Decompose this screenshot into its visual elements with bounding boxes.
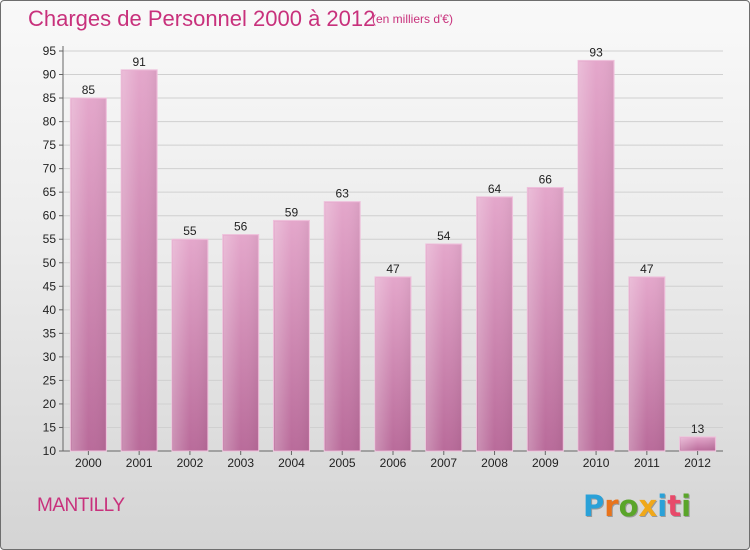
bar-sheen bbox=[71, 99, 106, 450]
bar-sheen bbox=[376, 277, 410, 450]
town-name: MANTILLY bbox=[37, 495, 125, 516]
logo-letter: i bbox=[681, 489, 692, 523]
y-tick-label: 65 bbox=[43, 185, 57, 199]
y-tick-label: 25 bbox=[43, 373, 57, 387]
y-tick-label: 95 bbox=[43, 44, 57, 58]
bar-sheen bbox=[680, 437, 715, 450]
data-label: 93 bbox=[589, 45, 603, 59]
chart-title: Charges de Personnel 2000 à 2012 bbox=[28, 6, 376, 31]
bar-group bbox=[526, 186, 564, 452]
data-label: 66 bbox=[539, 172, 553, 186]
data-label: 47 bbox=[640, 262, 654, 276]
y-tick-label: 30 bbox=[43, 350, 57, 364]
bar-sheen bbox=[122, 70, 157, 450]
bar-sheen bbox=[172, 240, 207, 450]
bar-group bbox=[425, 243, 463, 452]
y-tick-label: 80 bbox=[43, 115, 57, 129]
logo-letter: r bbox=[604, 489, 619, 523]
bar-sheen bbox=[629, 277, 664, 450]
data-label: 13 bbox=[691, 422, 705, 436]
logo-letter: t bbox=[667, 489, 682, 523]
bar-group bbox=[476, 196, 514, 452]
y-tick-label: 50 bbox=[43, 256, 57, 270]
bar-group bbox=[120, 69, 158, 452]
x-tick-label: 2012 bbox=[684, 456, 711, 470]
bar-sheen bbox=[274, 221, 309, 450]
y-tick-label: 45 bbox=[43, 279, 57, 293]
y-tick-label: 90 bbox=[43, 68, 57, 82]
bar-sheen bbox=[325, 202, 360, 450]
bar-group bbox=[323, 201, 361, 452]
x-tick-label: 2008 bbox=[481, 456, 508, 470]
data-label: 47 bbox=[386, 262, 400, 276]
bar-group bbox=[374, 276, 412, 452]
bar-sheen bbox=[477, 197, 512, 450]
y-tick-label: 75 bbox=[43, 138, 57, 152]
bar-group bbox=[577, 59, 615, 452]
logo-letter: i bbox=[657, 489, 668, 523]
x-tick-label: 2007 bbox=[430, 456, 457, 470]
x-axis-labels: 2000 2001 2002 2003 2004 2005 2006 2007 2008 2009… bbox=[75, 451, 711, 470]
bar-group bbox=[628, 276, 666, 452]
data-label: 64 bbox=[488, 182, 502, 196]
y-tick-label: 15 bbox=[43, 420, 57, 434]
y-tick-label: 85 bbox=[43, 91, 57, 105]
chart-subtitle: (en milliers d'€) bbox=[372, 12, 453, 26]
y-tick-label: 60 bbox=[43, 209, 57, 223]
data-label: 63 bbox=[336, 187, 350, 201]
x-tick-label: 2000 bbox=[75, 456, 102, 470]
x-tick-label: 2009 bbox=[532, 456, 559, 470]
bar-group bbox=[69, 97, 107, 452]
bar-group bbox=[679, 436, 717, 452]
x-tick-label: 2005 bbox=[329, 456, 356, 470]
logo-letter: o bbox=[618, 489, 639, 523]
bar-sheen bbox=[528, 188, 563, 450]
data-label: 56 bbox=[234, 220, 248, 234]
logo-letter: x bbox=[638, 489, 658, 523]
x-tick-label: 2010 bbox=[583, 456, 610, 470]
bar-sheen bbox=[223, 235, 258, 450]
x-tick-label: 2011 bbox=[634, 456, 660, 470]
proxiti-logo: Proxiti bbox=[583, 489, 691, 523]
y-tick-label: 40 bbox=[43, 303, 57, 317]
data-label: 59 bbox=[285, 205, 299, 219]
data-label: 91 bbox=[132, 55, 146, 69]
x-tick-label: 2006 bbox=[380, 456, 407, 470]
y-tick-label: 70 bbox=[43, 162, 57, 176]
y-tick-label: 20 bbox=[43, 397, 57, 411]
data-label: 85 bbox=[82, 83, 96, 97]
bar-group bbox=[222, 234, 260, 452]
bar-group bbox=[171, 238, 209, 452]
bars: 85 91 55 56 59 63 47 54 64 66 93 47 13 bbox=[69, 45, 717, 452]
y-tick-label: 10 bbox=[43, 444, 57, 458]
data-label: 55 bbox=[183, 224, 197, 238]
bar-sheen bbox=[426, 244, 461, 450]
logo-letter: P bbox=[583, 489, 605, 523]
bar-sheen bbox=[579, 61, 614, 450]
bar-group bbox=[272, 219, 310, 452]
y-tick-label: 35 bbox=[43, 326, 57, 340]
x-tick-label: 2001 bbox=[126, 456, 153, 470]
data-label: 54 bbox=[437, 229, 451, 243]
x-tick-label: 2002 bbox=[177, 456, 204, 470]
y-tick-label: 55 bbox=[43, 232, 57, 246]
x-tick-label: 2004 bbox=[278, 456, 305, 470]
x-tick-label: 2003 bbox=[227, 456, 254, 470]
